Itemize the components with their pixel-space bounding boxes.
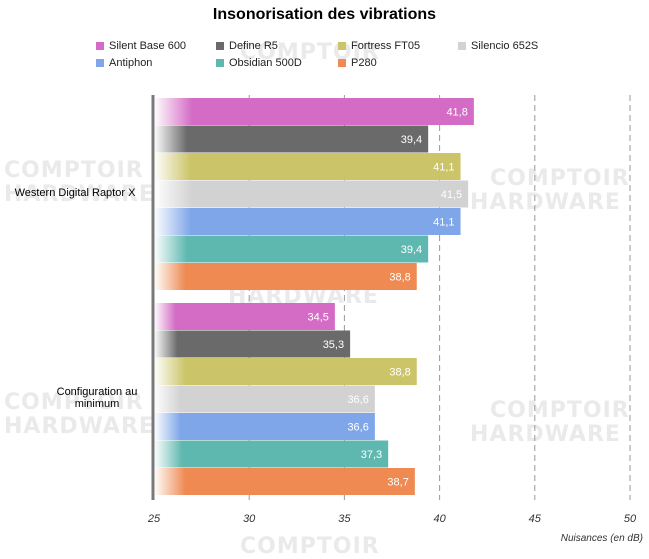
legend-swatch-4 <box>96 59 104 67</box>
legend-item-3: Silencio 652S <box>458 40 538 52</box>
legend-label-1: Define R5 <box>229 40 278 52</box>
legend-swatch-6 <box>338 59 346 67</box>
data-label-1-4: 36,6 <box>347 422 368 434</box>
bar-0-6 <box>154 263 417 290</box>
data-label-1-0: 34,5 <box>307 312 328 324</box>
data-label-0-6: 38,8 <box>389 272 410 284</box>
legend-swatch-2 <box>338 42 346 50</box>
data-label-0-3: 41,5 <box>441 189 462 201</box>
legend-swatch-3 <box>458 42 466 50</box>
legend-label-6: P280 <box>351 57 377 69</box>
legend-item-1: Define R5 <box>216 40 278 52</box>
bar-0-0 <box>154 98 474 125</box>
category-label-1: Configuration au minimum <box>56 386 138 410</box>
bar-1-2 <box>154 358 417 385</box>
x-tick-label-45: 45 <box>529 513 542 525</box>
x-tick-label-40: 40 <box>433 513 446 525</box>
data-label-0-4: 41,1 <box>433 217 454 229</box>
bar-1-0 <box>154 303 335 330</box>
bar-1-4 <box>154 413 375 440</box>
data-label-1-5: 37,3 <box>361 449 382 461</box>
bar-0-4 <box>154 208 461 235</box>
bar-0-5 <box>154 235 429 263</box>
x-tick-label-50: 50 <box>624 513 637 525</box>
x-tick-label-25: 25 <box>147 513 161 525</box>
legend-item-0: Silent Base 600 <box>96 40 186 52</box>
bar-0-2 <box>154 153 461 180</box>
legend-swatch-1 <box>216 42 224 50</box>
bar-1-1 <box>154 330 351 358</box>
legend-item-4: Antiphon <box>96 57 152 69</box>
data-label-1-1: 35,3 <box>323 339 344 351</box>
data-label-1-6: 38,7 <box>387 477 408 489</box>
bar-0-3 <box>154 180 469 208</box>
bar-1-6 <box>154 468 415 495</box>
data-label-0-0: 41,8 <box>446 107 467 119</box>
legend-item-5: Obsidian 500D <box>216 57 302 69</box>
legend-label-3: Silencio 652S <box>471 40 539 52</box>
x-axis-unit-label: Nuisances (en dB) <box>560 533 643 544</box>
legend-label-2: Fortress FT05 <box>351 40 421 52</box>
data-label-1-2: 38,8 <box>389 367 410 379</box>
bar-1-5 <box>154 440 389 468</box>
x-tick-label-30: 30 <box>243 513 256 525</box>
legend-label-0: Silent Base 600 <box>109 40 187 52</box>
data-label-0-5: 39,4 <box>401 244 422 256</box>
chart-title: Insonorisation des vibrations <box>212 6 437 23</box>
x-tick-label-35: 35 <box>338 513 351 525</box>
legend-label-5: Obsidian 500D <box>229 57 302 69</box>
bar-0-1 <box>154 125 429 153</box>
legend-swatch-5 <box>216 59 224 67</box>
bar-1-3 <box>154 385 375 413</box>
legend-item-2: Fortress FT05 <box>338 40 420 52</box>
data-label-1-3: 36,6 <box>347 394 368 406</box>
category-label-0: Western Digital Raptor X <box>14 187 136 199</box>
data-label-0-2: 41,1 <box>433 162 454 174</box>
data-label-0-1: 39,4 <box>401 134 422 146</box>
legend-label-4: Antiphon <box>109 57 153 69</box>
legend-swatch-0 <box>96 42 104 50</box>
legend-item-6: P280 <box>338 57 377 69</box>
